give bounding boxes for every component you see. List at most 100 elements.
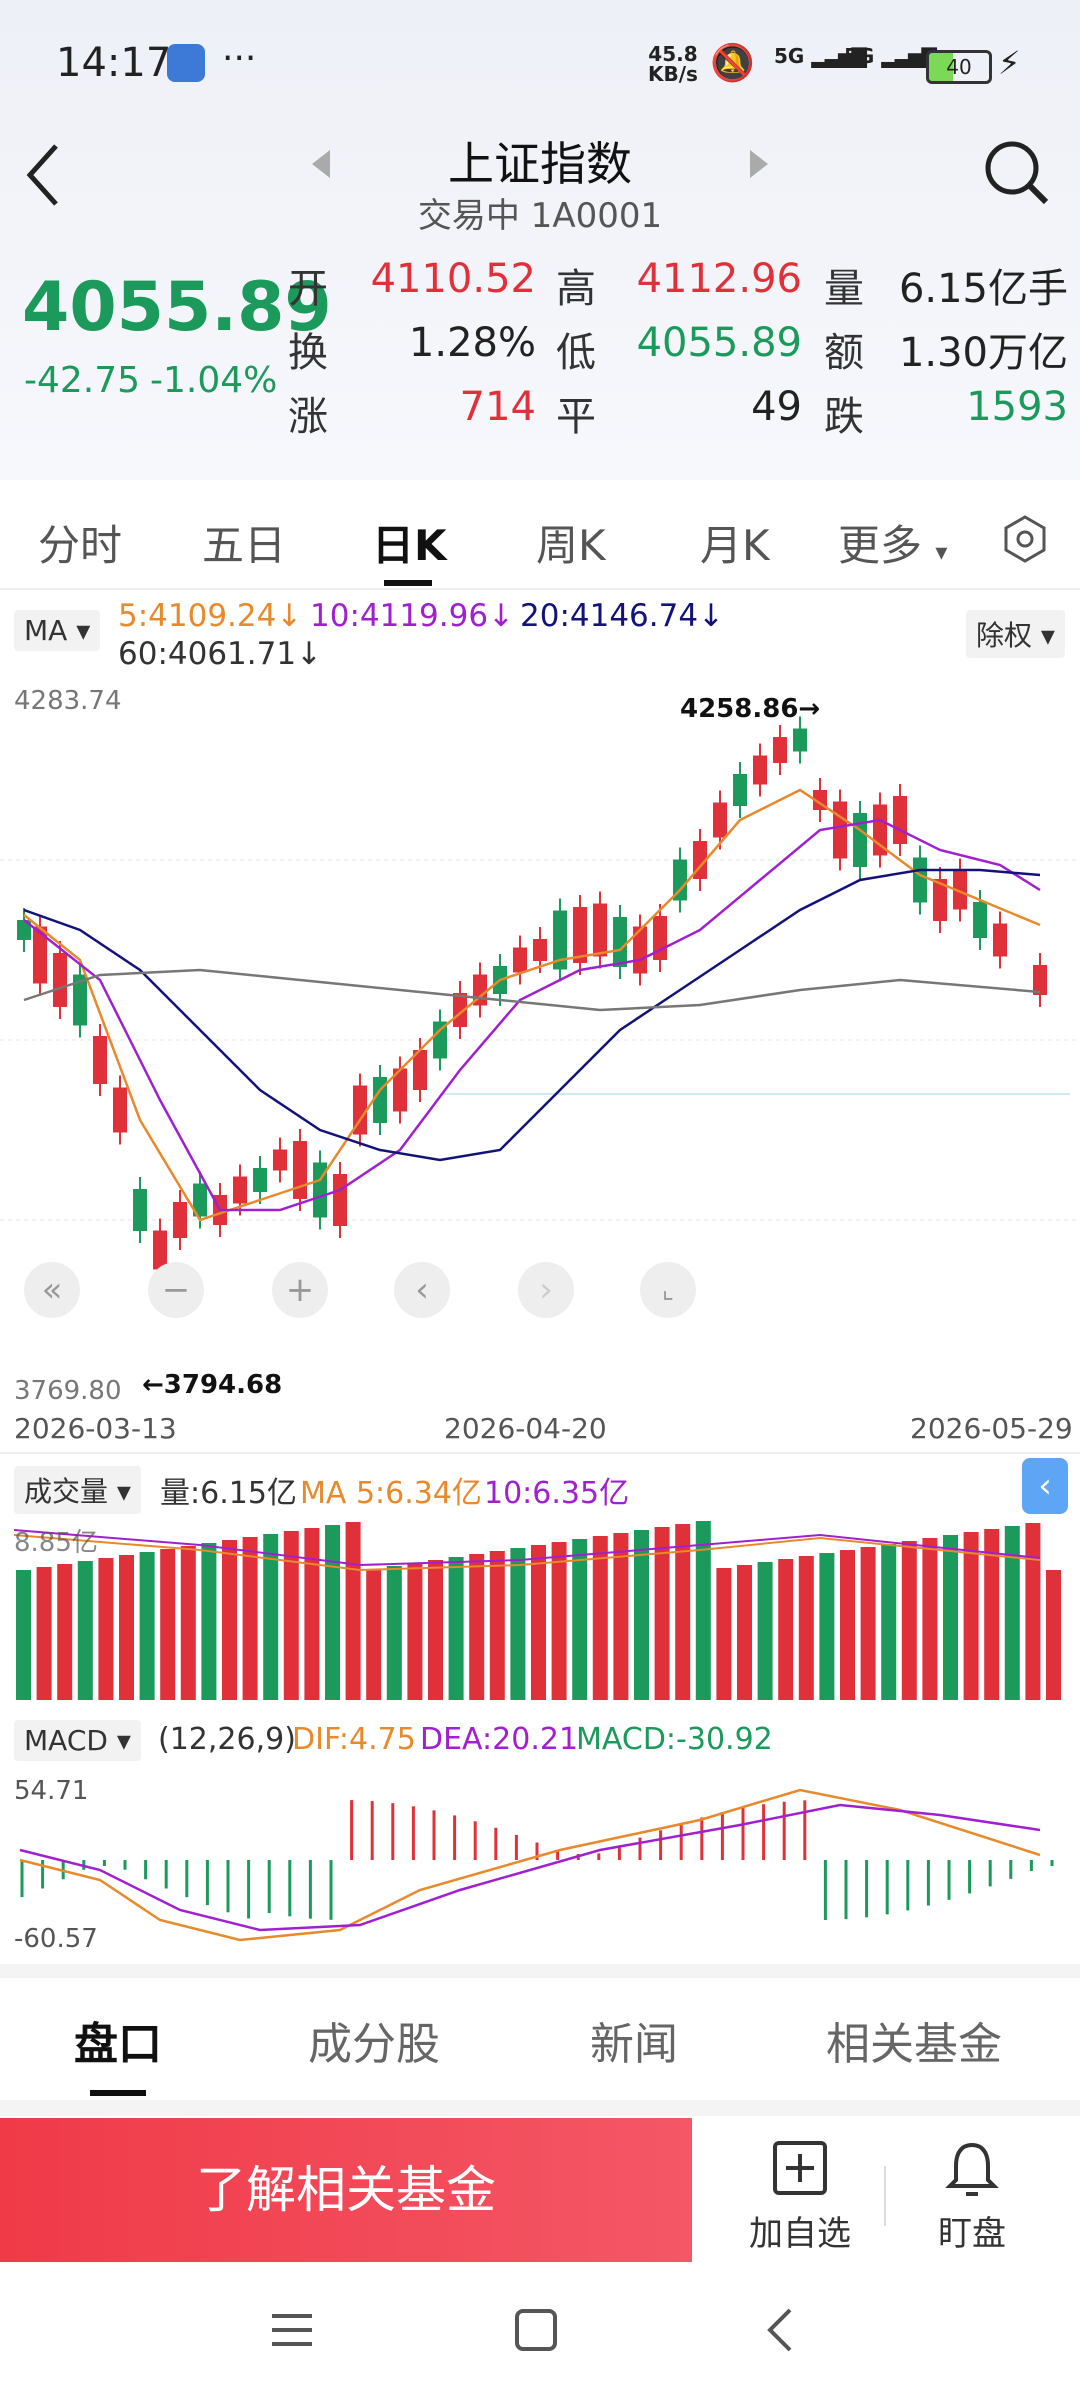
candle-body (253, 1168, 267, 1192)
volume-bar (1004, 1526, 1020, 1700)
tab-constituents[interactable]: 成分股 (308, 2019, 440, 2070)
nav-home-icon[interactable] (514, 2308, 558, 2356)
volume-ma5-line (13, 1534, 1041, 1572)
macd-chart (19, 1788, 1054, 1942)
volume-ma10-line (13, 1529, 1041, 1567)
nav-menu-icon[interactable] (270, 2310, 314, 2354)
quote-value: 49 (751, 384, 802, 430)
candle-body (373, 1077, 387, 1123)
ma20-line (23, 868, 1041, 1162)
nav-back-icon[interactable] (764, 2306, 794, 2358)
collapse-panel-icon[interactable]: ‹ (1022, 1458, 1068, 1514)
volume-selector[interactable]: 成交量 ▾ (14, 1466, 141, 1514)
volume-bar (901, 1541, 917, 1700)
quote-value: 714 (459, 384, 536, 430)
volume-bar (345, 1522, 361, 1700)
watch-button[interactable]: 盯盘 (902, 2140, 1042, 2255)
app-notification-icon (167, 44, 205, 82)
candle-body (193, 1183, 207, 1217)
ma-selector[interactable]: MA ▾ (14, 610, 101, 651)
tab-handicap[interactable]: 盘口 (74, 2019, 162, 2070)
ma60-value: 60:4061.71↓ (118, 636, 323, 672)
candle-body (513, 947, 527, 973)
tab-weekly-k[interactable]: 周K (536, 521, 606, 570)
volume-bar (77, 1561, 93, 1700)
macd-selector[interactable]: MACD ▾ (14, 1720, 141, 1761)
tab-intraday[interactable]: 分时 (38, 521, 123, 570)
kline-y-max: 4283.74 (14, 686, 122, 716)
date-axis-start: 2026-03-13 (14, 1412, 177, 1445)
candle-body (953, 870, 967, 910)
dif-line (19, 1788, 1041, 1942)
mute-icon: 🔕 (710, 43, 755, 84)
divider (0, 2100, 1080, 2116)
tab-bar (0, 486, 1080, 586)
quote-label: 低 (556, 330, 596, 376)
quote-label: 平 (556, 394, 596, 440)
current-price: 4055.89 (22, 268, 332, 347)
volume-bar (798, 1556, 814, 1700)
candle-body (553, 910, 567, 970)
quote-label: 量 (824, 266, 864, 312)
quote-value: 6.15亿手 (898, 266, 1068, 312)
tab-related-funds[interactable]: 相关基金 (826, 2019, 1002, 2070)
zoom-out-icon[interactable]: − (148, 1262, 204, 1318)
adjust-selector[interactable]: 除权 ▾ (966, 610, 1065, 658)
macd-value: MACD:-30.92 (576, 1722, 773, 1757)
ma5-value: 5:4109.24↓ (118, 598, 303, 634)
quote-label: 跌 (824, 394, 864, 440)
tab-five-day[interactable]: 五日 (202, 521, 287, 570)
net-speed: 45.8 KB/s (648, 42, 698, 86)
candle-body (673, 859, 687, 901)
divider (0, 1452, 1080, 1454)
macd-dea: DEA:20.21 (420, 1722, 579, 1757)
candle-body (53, 953, 67, 1007)
fullscreen-icon[interactable]: ⌞ (640, 1262, 696, 1318)
candle-body (573, 907, 587, 963)
prev-index-icon[interactable] (312, 150, 330, 178)
related-funds-button[interactable]: 了解相关基金 (0, 2118, 692, 2262)
charging-icon: ⚡ (998, 44, 1021, 82)
back-icon[interactable] (22, 140, 62, 214)
candle-body (773, 737, 787, 763)
volume-bar (366, 1569, 382, 1700)
scroll-left-icon[interactable]: ‹ (394, 1262, 450, 1318)
volume-bar (881, 1544, 897, 1700)
candle-body (933, 879, 947, 921)
quote-value: 4110.52 (370, 256, 536, 302)
bell-icon (945, 2142, 999, 2196)
candle-body (973, 902, 987, 938)
kline-chart[interactable] (0, 680, 1080, 1420)
volume-bar (1046, 1570, 1061, 1700)
next-index-icon[interactable] (750, 150, 768, 178)
tab-news[interactable]: 新闻 (590, 2019, 678, 2070)
volume-bar (139, 1552, 155, 1700)
candle-body (893, 796, 907, 844)
signal-icon-2: 5G ▂▃▅▇ (844, 44, 937, 68)
volume-bar (448, 1557, 464, 1700)
price-change: -42.75 (24, 360, 141, 401)
volume-bar (428, 1560, 443, 1700)
add-watchlist-button[interactable]: 加自选 (730, 2140, 870, 2255)
volume-bar (36, 1567, 52, 1700)
zoom-out-far-icon[interactable]: « (24, 1262, 80, 1318)
volume-bar (325, 1525, 340, 1700)
chart-settings-icon[interactable] (1000, 514, 1050, 568)
volume-bar (160, 1549, 176, 1700)
candle-body (413, 1050, 427, 1090)
volume-bar (551, 1542, 567, 1700)
candle-body (793, 728, 807, 752)
tab-more[interactable]: 更多 ▾ (838, 521, 948, 570)
candle-body (993, 923, 1007, 957)
quote-value: 1.28% (408, 320, 536, 366)
candle-body (533, 939, 547, 961)
macd-dif: DIF:4.75 (292, 1722, 416, 1757)
divider (884, 2166, 886, 2226)
quote-value: 1.30万亿 (898, 330, 1068, 376)
search-icon[interactable] (982, 138, 1052, 212)
volume-bar (242, 1537, 258, 1700)
scroll-right-icon[interactable]: › (518, 1262, 574, 1318)
zoom-in-icon[interactable]: + (272, 1262, 328, 1318)
tab-monthly-k[interactable]: 月K (700, 521, 770, 570)
tab-daily-k[interactable]: 日K (372, 521, 447, 570)
